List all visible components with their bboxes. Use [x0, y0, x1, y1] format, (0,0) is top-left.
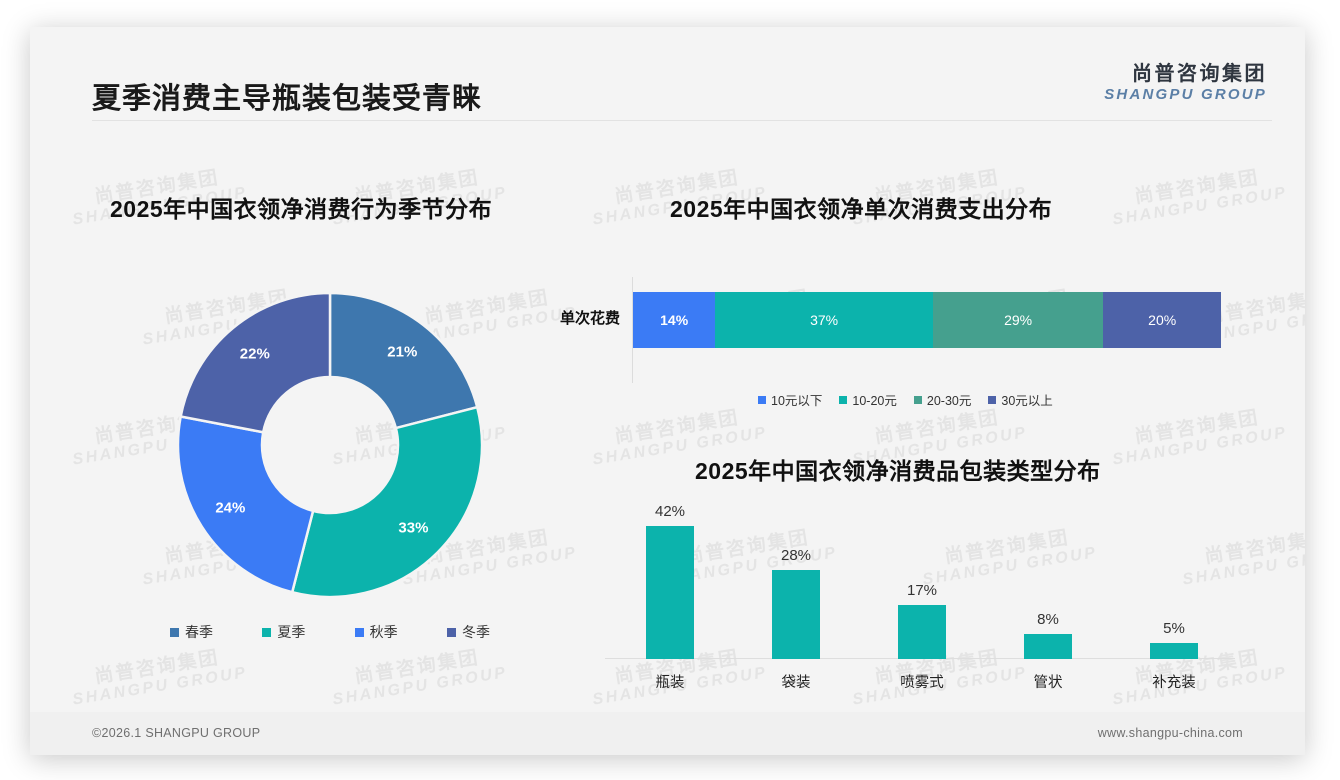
column-item: 5% 补充装	[1123, 620, 1225, 691]
legend-label: 春季	[185, 624, 213, 640]
legend-item[interactable]: 秋季	[354, 622, 398, 642]
column-category-label: 袋装	[781, 675, 811, 691]
logo-text-cn: 尚普咨询集团	[1132, 63, 1267, 85]
column-category-label: 补充装	[1152, 675, 1196, 691]
donut-slice[interactable]	[290, 405, 484, 599]
legend-item[interactable]: 春季	[170, 622, 213, 642]
stacked-bar-segment[interactable]: 14%	[633, 292, 716, 348]
legend-label: 冬季	[461, 624, 490, 640]
column-bar[interactable]	[772, 570, 820, 659]
legend-swatch	[354, 627, 364, 637]
footer-copyright: ©2026.1 SHANGPU GROUP	[92, 726, 261, 740]
donut-chart-svg	[176, 291, 484, 599]
legend-swatch	[262, 627, 272, 637]
donut-slice-label: 22%	[239, 345, 270, 363]
legend-label: 30元以上	[1001, 394, 1053, 408]
brand-logo: 尚普咨询集团 SHANGPU GROUP	[1104, 63, 1267, 104]
stacked-bar-axis	[632, 277, 633, 383]
column-category-label: 管状	[1033, 675, 1063, 691]
column-bar[interactable]	[1024, 633, 1072, 659]
column-bar[interactable]	[1150, 643, 1198, 659]
legend-item[interactable]: 30元以上	[988, 390, 1053, 409]
column-value-label: 8%	[1037, 610, 1059, 628]
column-bar[interactable]	[646, 525, 694, 659]
logo-text-en: SHANGPU GROUP	[1104, 86, 1267, 103]
column-bar[interactable]	[898, 605, 946, 659]
stacked-bar-category-label: 单次花费	[559, 310, 620, 327]
column-value-label: 28%	[780, 547, 812, 565]
donut-chart-title: 2025年中国衣领净消费行为季节分布	[110, 196, 493, 222]
legend-swatch	[446, 627, 456, 637]
header-divider	[92, 120, 1272, 121]
column-chart: 42% 瓶装 28% 袋装 17% 喷雾式 8% 管状 5% 补充装	[605, 503, 1235, 697]
donut-slice-label: 33%	[398, 519, 429, 537]
donut-slice[interactable]	[328, 291, 479, 430]
column-item: 28% 袋装	[745, 547, 847, 691]
stacked-bar-legend: 10元以下 10-20元 20-30元 30元以上	[758, 390, 1053, 409]
column-value-label: 5%	[1163, 620, 1185, 638]
slide-card: 尚普咨询集团 SHANGPU GROUP 尚普咨询集团 SHANGPU GROUP 尚普…	[30, 27, 1305, 755]
legend-label: 10元以下	[771, 394, 823, 408]
legend-item[interactable]: 夏季	[262, 622, 305, 642]
legend-label: 秋季	[369, 624, 398, 640]
stacked-bar-title: 2025年中国衣领净单次消费支出分布	[670, 196, 1053, 222]
slide-footer: ©2026.1 SHANGPU GROUP www.shangpu-china.…	[30, 712, 1305, 755]
stacked-bar-segment[interactable]: 29%	[932, 292, 1104, 348]
legend-swatch	[839, 395, 848, 404]
column-category-label: 瓶装	[655, 675, 685, 691]
slide-header	[30, 27, 1305, 121]
column-chart-title: 2025年中国衣领净消费品包装类型分布	[695, 458, 1101, 484]
footer-website[interactable]: www.shangpu-china.com	[1097, 726, 1243, 740]
stacked-bar-segment[interactable]: 20%	[1103, 292, 1221, 348]
stacked-bar-track: 14% 37% 29% 20%	[633, 292, 1221, 348]
donut-slice-label: 21%	[387, 343, 418, 361]
stacked-bar-segment[interactable]: 37%	[715, 292, 933, 348]
legend-swatch	[758, 395, 766, 404]
legend-item[interactable]: 10元以下	[758, 390, 822, 409]
legend-item[interactable]: 20-30元	[913, 390, 972, 409]
page-title: 夏季消费主导瓶装包装受青睐	[92, 83, 483, 115]
legend-swatch	[913, 395, 922, 404]
column-item: 8% 管状	[997, 611, 1099, 691]
donut-chart: 21% 33% 24% 22%	[170, 285, 490, 605]
donut-slice[interactable]	[176, 415, 315, 594]
column-item: 17% 喷雾式	[871, 582, 973, 691]
legend-item[interactable]: 10-20元	[839, 390, 897, 409]
donut-chart-legend: 春季 夏季 秋季 冬季	[170, 622, 490, 642]
legend-label: 夏季	[277, 624, 306, 640]
column-value-label: 42%	[654, 502, 686, 520]
column-category-label: 喷雾式	[900, 675, 944, 691]
legend-swatch	[988, 395, 997, 404]
donut-slice[interactable]	[179, 291, 332, 434]
legend-label: 10-20元	[852, 394, 897, 408]
legend-label: 20-30元	[926, 394, 972, 408]
column-value-label: 17%	[906, 582, 938, 600]
donut-slice-label: 24%	[215, 499, 246, 517]
legend-swatch	[170, 627, 179, 637]
legend-item[interactable]: 冬季	[446, 622, 490, 642]
stacked-bar-chart: 单次花费 14% 37% 29% 20%	[530, 277, 1230, 387]
column-item: 42% 瓶装	[619, 503, 721, 691]
